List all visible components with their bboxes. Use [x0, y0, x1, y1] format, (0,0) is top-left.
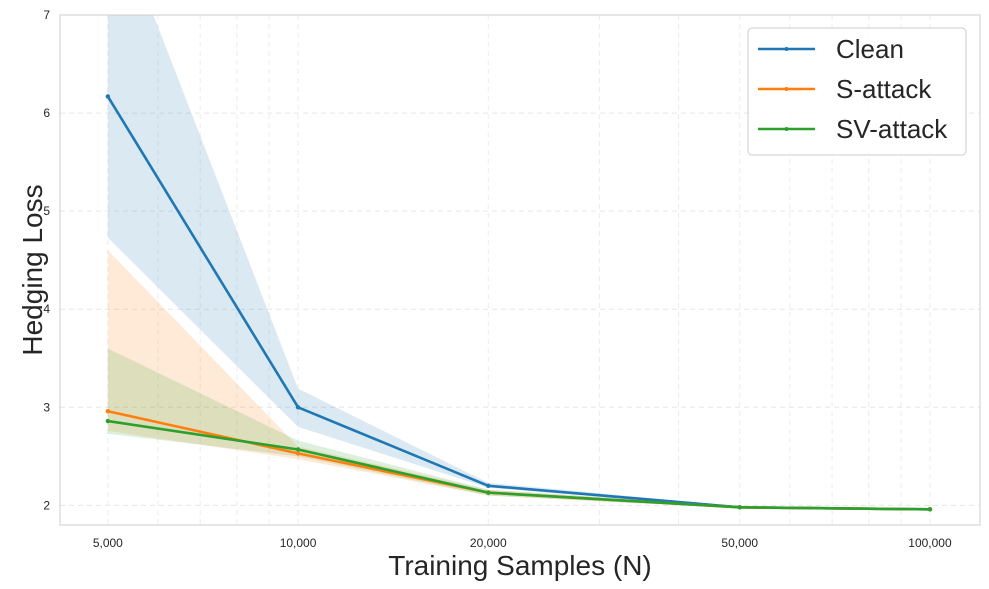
- y-tick-label: 5: [43, 204, 50, 218]
- grid-lines: [60, 14, 980, 525]
- point-clean: [105, 94, 111, 99]
- x-tick-label: 5,000: [93, 536, 123, 550]
- x-tick-label: 50,000: [721, 536, 758, 550]
- legend-box: [747, 27, 967, 156]
- point-sv-attack: [105, 418, 111, 424]
- x-tick-label: 100,000: [908, 536, 952, 550]
- band-sv-attack: [107, 348, 930, 511]
- legend-label: SV-attack: [836, 114, 948, 144]
- legend-marker: [784, 47, 789, 51]
- point-sv-attack: [927, 507, 933, 512]
- y-axis-title: Hedging Loss: [17, 184, 48, 355]
- series-lines: [105, 94, 933, 512]
- point-s-attack: [295, 451, 301, 456]
- y-tick-label: 6: [43, 106, 50, 120]
- point-sv-attack: [486, 490, 491, 495]
- x-axis-title: Training Samples (N): [388, 550, 651, 581]
- legend-marker: [784, 127, 789, 131]
- legend-label: Clean: [836, 34, 904, 64]
- legend: Clean S-attack SV-attack: [747, 27, 967, 156]
- y-tick-label: 3: [43, 400, 50, 414]
- plot-frame: [59, 14, 981, 526]
- y-tick-label: 7: [43, 8, 50, 22]
- point-clean: [295, 405, 301, 410]
- y-tick-label: 2: [43, 498, 50, 512]
- point-s-attack: [105, 409, 111, 414]
- point-sv-attack: [737, 505, 742, 510]
- legend-marker: [784, 87, 789, 91]
- axis-tick-labels: 2 3 4 5 6 7 5,000 10,000 20,000 50,000 100,000: [43, 8, 952, 550]
- legend-label: S-attack: [836, 74, 932, 104]
- confidence-bands: [107, 15, 930, 511]
- x-tick-label: 20,000: [470, 536, 507, 550]
- x-tick-label: 10,000: [280, 536, 317, 550]
- point-sv-attack: [295, 447, 301, 452]
- y-tick-label: 4: [43, 302, 50, 316]
- point-clean: [486, 483, 491, 488]
